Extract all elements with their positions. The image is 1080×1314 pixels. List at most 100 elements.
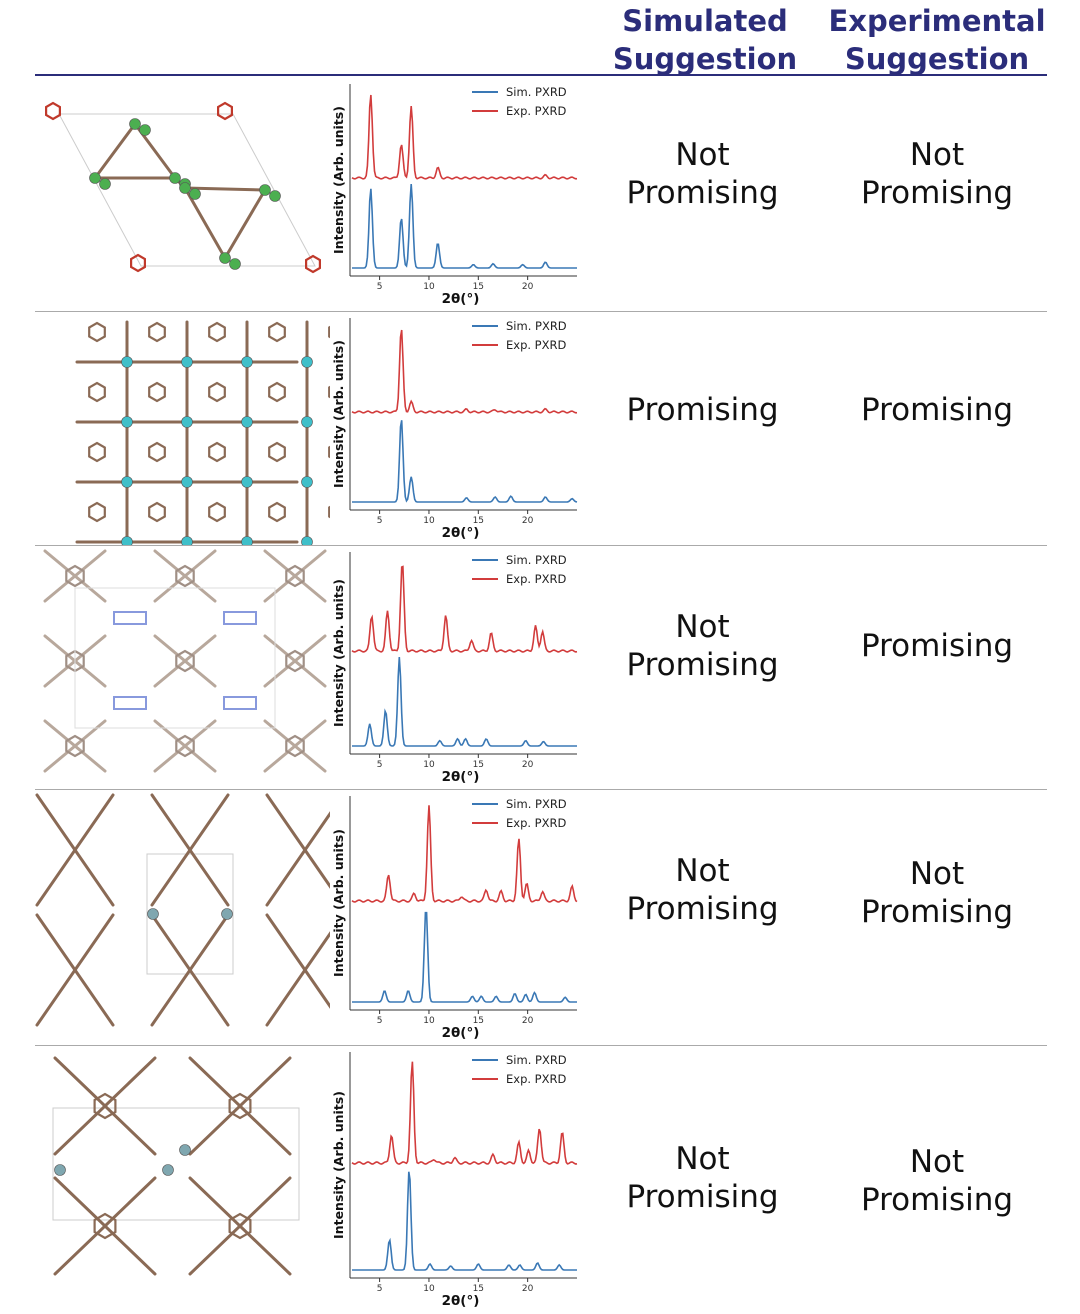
pxrd-chart: Intensity (Arb. units) 5 10 15 20 2θ(°) Sim. P… [331,552,578,785]
experimental-suggestion: Not Promising [832,1143,1042,1219]
linker-ring [148,321,166,343]
linker-ring [208,321,226,343]
bond [43,719,107,773]
x-tick-label: 10 [423,760,435,770]
bond [53,1176,157,1276]
x-tick-label: 20 [522,760,534,770]
linker-ring [175,564,195,588]
linker-ring [93,1212,117,1240]
metal-node [99,178,111,190]
linker-ring [65,564,85,588]
metal-node [181,476,193,488]
simulated-suggestion: Not Promising [600,608,805,684]
sim-pxrd-line [352,183,577,269]
linker-ring [268,441,286,463]
bond [265,931,330,1027]
exp-pxrd-line [351,329,578,414]
linker-ring [208,501,226,523]
crystal-structure [43,549,327,773]
suggestion-text: Not [675,609,730,645]
exp-pxrd-line [351,94,578,180]
metal-node [241,536,253,546]
metal-node [129,118,141,130]
suggestion-text: Promising [626,891,779,927]
y-axis-label: Intensity (Arb. units) [331,1091,346,1239]
suggestion-text: Promising [860,894,1014,930]
linker-ring [208,381,226,403]
metal-node [189,188,201,200]
bond [263,719,327,773]
linker-ring [268,321,286,343]
simulated-suggestion: Not Promising [600,852,805,928]
legend-sim-label: Sim. PXRD [506,797,567,811]
experimental-suggestion: Not Promising [832,136,1042,212]
x-tick-label: 10 [423,516,435,526]
linker-ring [268,381,286,403]
plot-legend: Sim. PXRD Exp. PXRD [472,797,567,830]
metal-node [229,258,241,270]
simulated-suggestion: Not Promising [600,1140,805,1216]
suggestion-text: Promising [860,175,1014,211]
legend-sim-label: Sim. PXRD [506,553,567,567]
linker-ring [285,734,305,758]
plot-legend: Sim. PXRD Exp. PXRD [472,319,567,352]
metal-node [179,182,191,194]
metal-node [169,172,181,184]
exp-pxrd-line [351,565,578,653]
x-axis-label: 2θ(°) [442,1293,480,1309]
metal-node [221,908,233,920]
crystal-structure-drawing [75,320,330,546]
bond [265,811,330,907]
legend-sim-label: Sim. PXRD [506,1053,567,1067]
bond [35,913,115,1027]
x-tick-label: 5 [377,1284,383,1294]
suggestion-text: Not [909,1144,965,1180]
linker-ring [93,1092,117,1120]
header-line: Suggestion [612,42,798,76]
linker-ring [328,325,330,339]
linker-ring [175,649,195,673]
linker-ring [88,321,106,343]
suggestion-text: Not [909,137,965,173]
linker-ring [228,1212,252,1240]
metal-node [301,536,313,546]
x-tick-label: 5 [377,516,383,526]
linker-ring [268,501,286,523]
linker-ring [328,505,330,519]
bond [265,793,330,889]
y-axis-label: Intensity (Arb. units) [331,579,346,727]
suggestion-text: Not [909,856,965,892]
exp-pxrd-line [351,805,578,903]
result-row: Intensity (Arb. units) 5 10 15 20 2θ(°) Sim. P… [0,78,1080,312]
legend-sim-label: Sim. PXRD [506,85,567,99]
unit-cell [52,1107,300,1221]
bond [153,634,217,688]
bond [53,1056,157,1156]
linker-ring [129,253,147,273]
suggestion-text: Promising [860,392,1014,428]
pxrd-plot-frame [349,1052,577,1279]
pxrd-plot-frame [349,318,577,511]
metal-node [121,476,133,488]
unit-cell [146,853,234,975]
linker-ring [285,564,305,588]
legend-sim-label: Sim. PXRD [506,319,567,333]
linker-ring [228,1092,252,1120]
metal-node [181,536,193,546]
x-axis-label: 2θ(°) [442,291,480,307]
experimental-suggestion: Not Promising [832,855,1042,931]
x-tick-label: 15 [473,516,484,526]
bond [93,122,137,180]
linker-ring [328,445,330,459]
suggestion-text: Promising [626,175,779,211]
x-tick-label: 5 [377,760,383,770]
linker-ring [305,254,321,274]
metal-node [121,536,133,546]
x-tick-label: 10 [423,282,435,292]
x-axis-label: 2θ(°) [442,769,480,785]
metal-node [121,416,133,428]
metal-cluster [223,696,257,710]
simulated-suggestion-header: Simulated Suggestion [605,2,805,78]
bond [35,793,115,907]
metal-node [147,908,159,920]
